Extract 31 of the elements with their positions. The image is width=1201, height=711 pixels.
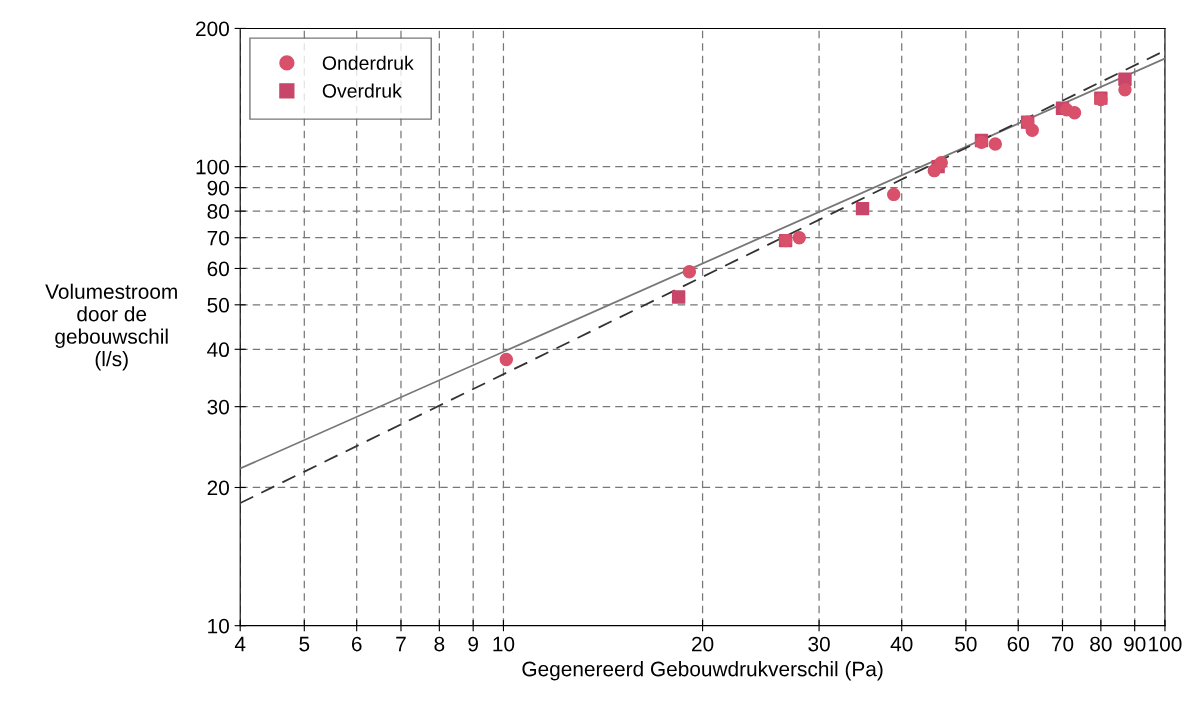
- x-tick-label: 9: [468, 636, 478, 652]
- x-tick-label: 80: [1090, 636, 1112, 652]
- x-tick-label: 60: [1007, 636, 1029, 652]
- y-tick-label: 70: [207, 230, 229, 246]
- x-tick-label: 50: [955, 636, 977, 652]
- y-tick-label: 80: [207, 204, 229, 219]
- x-tick-label: 90: [1124, 636, 1146, 652]
- x-axis-title: Gegenereerd Gebouwdrukverschil (Pa): [522, 661, 883, 681]
- legend-label: Overdruk: [322, 83, 402, 98]
- y-tick-label: 10: [208, 618, 229, 634]
- y-axis-title: Volumestroom door de gebouwschil (l/s): [45, 283, 177, 371]
- y-tick-label: 60: [207, 261, 229, 277]
- x-tick-label: 8: [434, 636, 445, 652]
- legend-label: Onderdruk: [322, 55, 414, 70]
- y-tick-label: 30: [207, 399, 229, 415]
- x-tick-label: 40: [890, 636, 913, 652]
- y-tick-label: 20: [207, 480, 229, 496]
- x-tick-label: 6: [351, 636, 362, 652]
- y-tick-label: 40: [207, 342, 229, 358]
- y-tick-label: 100: [196, 159, 229, 175]
- y-tick-label: 90: [207, 180, 229, 196]
- x-tick-label: 100: [1149, 636, 1182, 652]
- x-tick-label: 4: [234, 636, 246, 652]
- x-tick-label: 10: [493, 636, 515, 652]
- y-tick-label: 200: [196, 21, 229, 37]
- y-tick-label: 50: [207, 297, 229, 313]
- x-tick-label: 7: [396, 636, 406, 652]
- x-tick-label: 20: [692, 636, 714, 652]
- x-tick-label: 5: [299, 636, 310, 652]
- x-tick-label: 30: [808, 636, 830, 652]
- x-tick-label: 70: [1051, 636, 1074, 652]
